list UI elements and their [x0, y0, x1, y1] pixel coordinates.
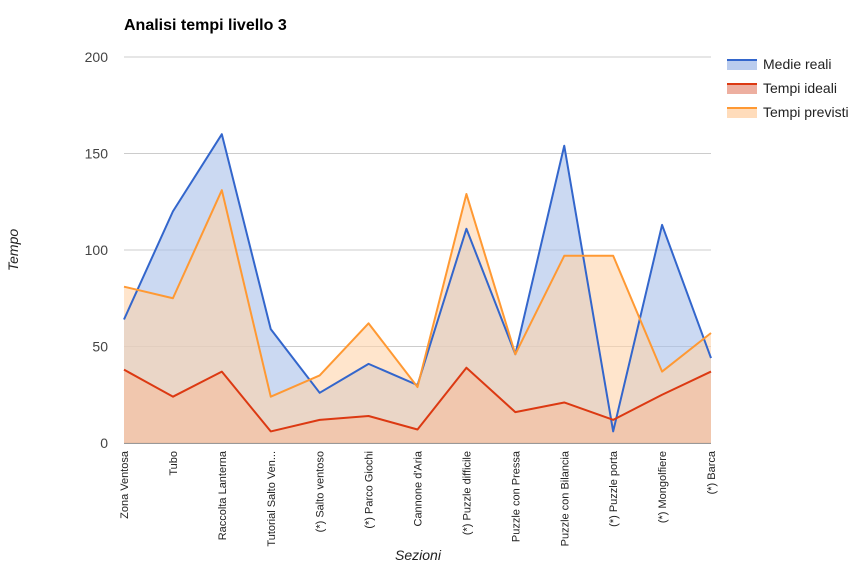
- x-tick-label: (*) Mongolfiere: [657, 451, 669, 523]
- series-lines: [123, 133, 712, 433]
- legend-item[interactable]: Medie reali: [727, 56, 831, 72]
- y-tick-label: 200: [85, 49, 109, 65]
- legend-swatch: [727, 108, 757, 118]
- x-tick-label: (*) Salto ventoso: [315, 451, 327, 532]
- series-areas: [124, 134, 711, 443]
- x-tick-label: Tutorial Salto Ven...: [266, 451, 278, 547]
- y-tick-label: 100: [85, 242, 109, 258]
- x-tick-label: (*) Parco Giochi: [364, 451, 376, 529]
- x-axis-title: Sezioni: [395, 547, 442, 563]
- x-tick-label: Raccolta Lanterna: [217, 450, 229, 540]
- x-tick-label: Puzzle con Bilancia: [559, 450, 571, 546]
- chart-title: Analisi tempi livello 3: [124, 17, 287, 34]
- x-tick-label: Cannone d'Aria: [413, 450, 425, 526]
- legend-item[interactable]: Tempi previsti: [727, 104, 849, 120]
- y-axis-ticks: 0 50 100 150 200: [85, 49, 109, 451]
- legend: Medie reali Tempi ideali Tempi previsti: [727, 56, 849, 120]
- y-axis-title: Tempo: [5, 229, 21, 272]
- legend-label: Tempi ideali: [763, 80, 837, 96]
- x-tick-label: Zona Ventosa: [119, 450, 131, 519]
- legend-label: Medie reali: [763, 56, 831, 72]
- x-tick-label: (*) Puzzle porta: [608, 450, 620, 527]
- series-area: [124, 190, 711, 443]
- x-tick-label: (*) Puzzle difficile: [461, 451, 473, 535]
- series-line: [123, 366, 712, 433]
- y-tick-label: 0: [100, 435, 108, 451]
- legend-swatch: [727, 60, 757, 70]
- x-tick-label: Puzzle con Pressa: [510, 450, 522, 542]
- x-tick-label: (*) Barca: [706, 450, 718, 494]
- legend-label: Tempi previsti: [763, 104, 849, 120]
- legend-item[interactable]: Tempi ideali: [727, 80, 837, 96]
- x-axis-ticks: Zona Ventosa Tubo Raccolta Lanterna Tutoria…: [119, 450, 718, 546]
- series-line: [123, 189, 712, 398]
- y-tick-label: 150: [85, 146, 109, 162]
- y-tick-label: 50: [92, 339, 108, 355]
- legend-swatch: [727, 84, 757, 94]
- x-tick-label: Tubo: [168, 451, 180, 476]
